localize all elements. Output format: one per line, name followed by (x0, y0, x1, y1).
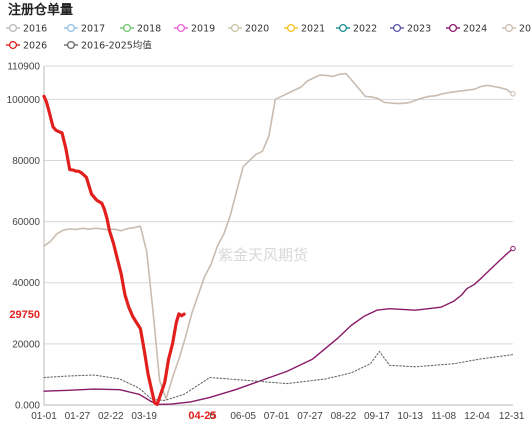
watermark: 紫金天风期货 (218, 246, 308, 264)
legend-label: 2019 (191, 24, 215, 35)
legend-label: 2022 (353, 24, 377, 35)
y-tick-label: 110900 (7, 62, 40, 73)
legend-item: 2016 (6, 24, 47, 35)
series-end-point (510, 91, 516, 97)
legend-marker (230, 23, 240, 33)
legend-marker (176, 23, 186, 33)
x-tick-label: 0 (210, 411, 216, 422)
legend-marker (8, 23, 18, 33)
x-tick-label: 06-05 (230, 411, 256, 422)
legend-label: 2016-2025均值 (81, 40, 152, 52)
legend-label: 2021 (301, 24, 325, 35)
series-line (43, 72, 514, 400)
y-tick-label: 40000 (12, 278, 40, 289)
highlight-labels: 29750 04-25 (0, 306, 217, 422)
x-tick-label: 03-19 (131, 411, 157, 422)
legend-label: 2020 (245, 24, 269, 35)
legend-item: 2025 (502, 24, 531, 35)
legend-label: 2018 (137, 24, 161, 35)
y-axis: 0.000 20000 40000 60000 80000 100000 110900 (7, 62, 45, 412)
x-tick-label: 07-27 (297, 411, 323, 422)
legend-label: 2023 (407, 24, 431, 35)
legend-marker (504, 23, 514, 33)
legend-item: 2020 (228, 24, 269, 35)
series-group (42, 72, 516, 406)
legend-item: 2026 (6, 41, 47, 52)
legend-marker (8, 40, 18, 50)
highlight-y-label: 29750 (9, 309, 40, 321)
legend-label: 2025 (519, 24, 531, 35)
y-tick-label: 60000 (12, 217, 40, 228)
y-tick-label: 0.000 (15, 401, 40, 412)
legend-marker (66, 23, 76, 33)
y-tick-label: 100000 (7, 95, 41, 106)
x-tick-label: 10-13 (397, 411, 423, 422)
legend-item: 2016-2025均值 (64, 40, 152, 52)
legend-item: 2024 (446, 24, 487, 35)
x-tick-label: 01-27 (65, 411, 91, 422)
legend-marker (66, 40, 76, 50)
legend-item: 2019 (174, 24, 215, 35)
legend-item: 2023 (390, 24, 431, 35)
x-tick-label: 07-01 (264, 411, 290, 422)
series-end-point (510, 245, 516, 252)
x-axis: 01-01 01-27 02-22 03-19 0 06-05 07-01 07-27 08-2… (31, 404, 525, 422)
x-tick-label: 01-01 (31, 411, 57, 422)
legend-label: 2026 (23, 41, 47, 52)
y-tick-label: 20000 (12, 339, 40, 350)
legend-item: 2017 (64, 24, 105, 35)
chart-title: 注册仓单量 (8, 2, 73, 18)
x-tick-label: 02-22 (98, 411, 124, 422)
x-tick-label: 11-08 (431, 411, 456, 422)
x-tick-label: 09-17 (364, 411, 390, 422)
x-tick-label: 08-22 (331, 411, 357, 422)
series-line (43, 350, 514, 401)
legend-item: 2021 (284, 24, 325, 35)
legend: 2016 2017 2018 2019 2020 2021 2022 2023 2024 2025… (6, 24, 531, 52)
legend-label: 2017 (81, 24, 105, 35)
grid (44, 65, 513, 406)
y-tick-label: 80000 (12, 156, 40, 167)
legend-marker (392, 23, 402, 33)
legend-marker (122, 23, 132, 33)
highlight-y-bg (0, 306, 42, 322)
x-tick-label: 12-31 (499, 411, 525, 422)
legend-item: 2018 (120, 24, 161, 35)
legend-label: 2016 (23, 24, 47, 35)
legend-marker (338, 23, 348, 33)
legend-item: 2022 (336, 24, 377, 35)
legend-marker (286, 23, 296, 33)
legend-marker (448, 23, 458, 33)
legend-label: 2024 (463, 24, 487, 35)
highlight-x-label: 04-25 (188, 410, 216, 422)
x-tick-label: 12-04 (464, 411, 490, 422)
series-line (43, 247, 514, 406)
series-line (42, 94, 186, 406)
